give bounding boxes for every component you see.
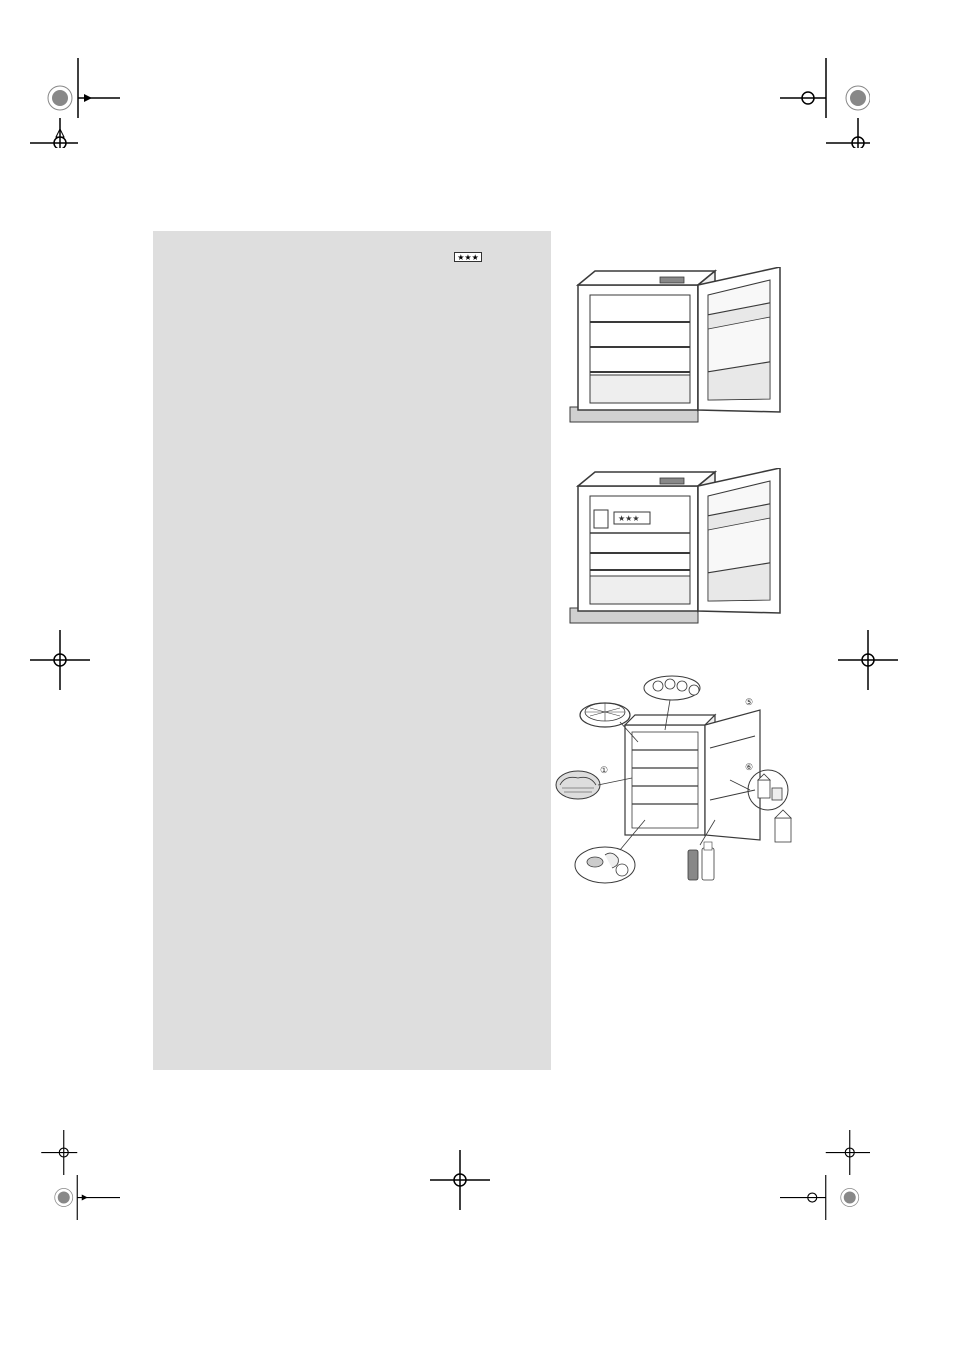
registration-mark-bottom-right <box>780 1130 870 1220</box>
eggs-icon <box>644 676 700 700</box>
crosshair-mid-right <box>838 630 898 690</box>
bottles-icon <box>688 842 714 880</box>
zone-label-5: ⑤ <box>745 697 753 707</box>
freezer-stars-label: ★★★ <box>618 514 640 523</box>
registration-mark-top-left <box>30 58 120 148</box>
zone-label-1: ① <box>600 765 608 775</box>
stars-label: ★★★ <box>457 253 479 262</box>
registration-mark-top-right <box>780 58 870 148</box>
crosshair-mid-left <box>30 630 90 690</box>
fridge-illustration-top <box>560 267 790 435</box>
freezer-rating-indicator: ★★★ <box>454 252 482 262</box>
fridge-illustration-middle: ★★★ <box>560 468 790 636</box>
fridge-illustration-food-zones: ① ⑥ ⑤ <box>550 670 800 895</box>
registration-mark-bottom-left <box>30 1130 120 1220</box>
meat-icon <box>556 771 600 799</box>
pie-icon <box>580 703 630 727</box>
vegetables-icon <box>575 847 635 883</box>
content-block <box>153 231 551 1070</box>
zone-label-6: ⑥ <box>745 762 753 772</box>
crosshair-bottom-mid <box>430 1150 490 1210</box>
milk-carton-icon <box>775 810 791 842</box>
